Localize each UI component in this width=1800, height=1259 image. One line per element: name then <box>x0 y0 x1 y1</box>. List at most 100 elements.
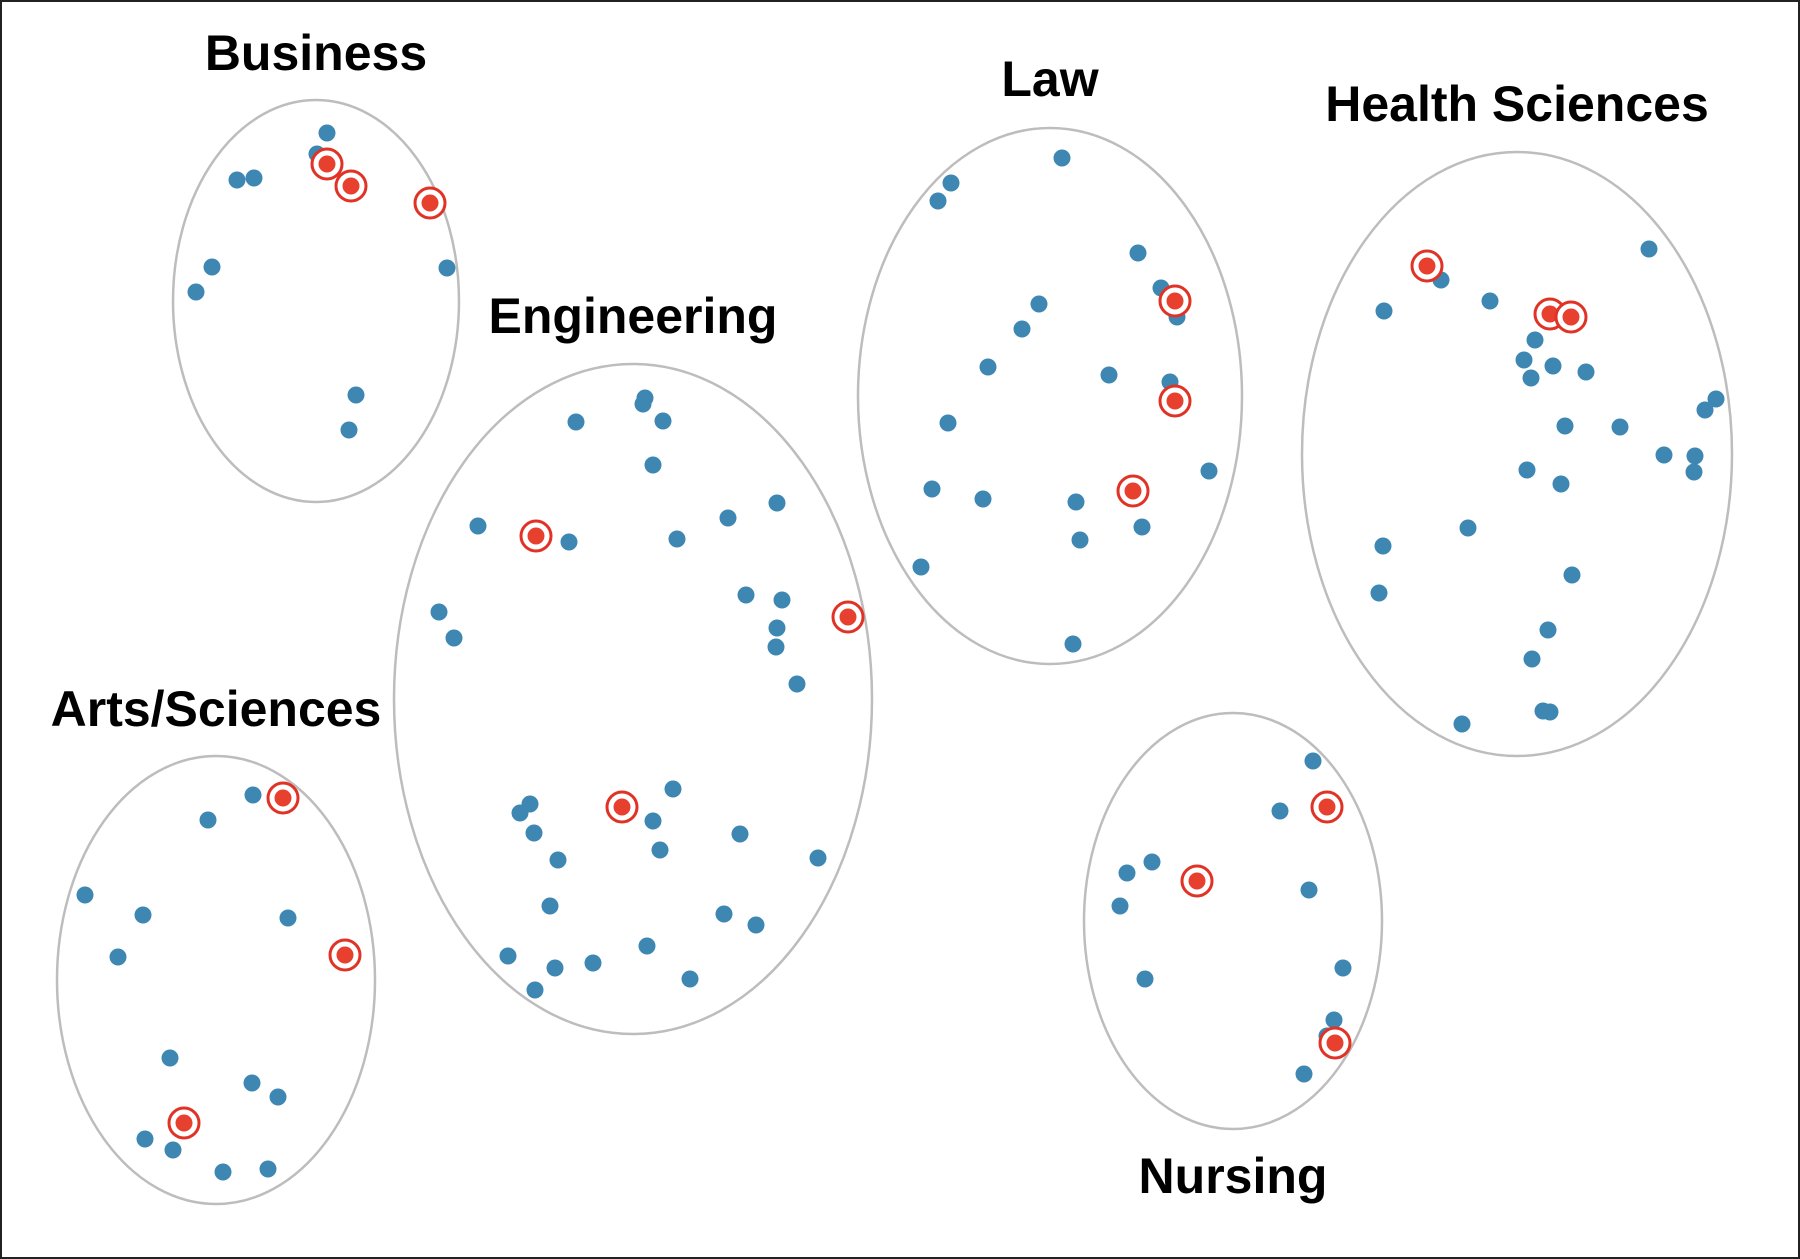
data-point <box>76 886 94 904</box>
data-point <box>719 509 737 527</box>
data-point <box>1200 462 1218 480</box>
data-point <box>164 1141 182 1159</box>
data-point <box>187 283 205 301</box>
data-point <box>644 812 662 830</box>
data-point <box>788 675 806 693</box>
data-point <box>1334 959 1352 977</box>
data-point <box>245 169 263 187</box>
cluster-business-ellipse <box>171 98 461 504</box>
data-point <box>1304 752 1322 770</box>
data-point <box>1375 302 1393 320</box>
data-point <box>1374 537 1392 555</box>
selected-data-point <box>1166 292 1184 310</box>
data-point <box>228 171 246 189</box>
cluster-nursing-label: Nursing <box>1139 1148 1328 1204</box>
data-point <box>526 981 544 999</box>
data-point <box>737 586 755 604</box>
data-point <box>1611 418 1629 436</box>
data-point <box>1577 363 1595 381</box>
data-point <box>1544 357 1562 375</box>
data-point <box>731 825 749 843</box>
data-point <box>644 456 662 474</box>
data-point <box>1030 295 1048 313</box>
cluster-law-ellipse <box>856 126 1244 666</box>
data-point <box>347 386 365 404</box>
selected-data-point <box>1318 798 1336 816</box>
cluster-nursing-points <box>1111 752 1352 1083</box>
data-point <box>809 849 827 867</box>
selected-data-point <box>1326 1034 1344 1052</box>
data-point <box>203 258 221 276</box>
data-point <box>244 786 262 804</box>
data-point <box>541 897 559 915</box>
cluster-engineering-ellipse <box>392 362 874 1036</box>
data-point <box>1707 390 1725 408</box>
data-point <box>1300 881 1318 899</box>
data-point <box>1111 897 1129 915</box>
data-point <box>1053 149 1071 167</box>
data-point <box>1686 447 1704 465</box>
selected-data-point <box>421 194 439 212</box>
data-point <box>1100 366 1118 384</box>
data-point <box>214 1163 232 1181</box>
data-point <box>651 841 669 859</box>
cluster-engineering-label: Engineering <box>489 288 778 344</box>
data-point <box>525 824 543 842</box>
selected-data-point <box>1188 872 1206 890</box>
data-point <box>1067 493 1085 511</box>
selected-data-point <box>1562 308 1580 326</box>
data-point <box>1515 351 1533 369</box>
data-point <box>1143 853 1161 871</box>
selected-data-point <box>1418 257 1436 275</box>
data-point <box>430 603 448 621</box>
cluster-arts-sciences-points <box>76 781 362 1181</box>
data-point <box>1556 417 1574 435</box>
data-point <box>109 948 127 966</box>
selected-data-point <box>175 1114 193 1132</box>
data-point <box>134 906 152 924</box>
selected-data-point <box>274 789 292 807</box>
data-point <box>136 1130 154 1148</box>
data-point <box>1518 461 1536 479</box>
data-point <box>1129 244 1147 262</box>
cluster-health-sciences-points <box>1370 240 1725 733</box>
selected-data-point <box>527 527 545 545</box>
data-point <box>161 1049 179 1067</box>
data-point <box>974 490 992 508</box>
data-point <box>1064 635 1082 653</box>
data-point <box>1655 446 1673 464</box>
cluster-arts-sciences: Arts/Sciences <box>51 681 381 1206</box>
data-point <box>942 174 960 192</box>
selected-data-point <box>1541 305 1559 323</box>
selected-data-point <box>1124 482 1142 500</box>
data-point <box>929 192 947 210</box>
data-point <box>1271 802 1289 820</box>
data-point <box>939 414 957 432</box>
data-point <box>1523 650 1541 668</box>
data-point <box>318 124 336 142</box>
data-point <box>1453 715 1471 733</box>
cluster-engineering-points <box>430 389 865 999</box>
data-point <box>1370 584 1388 602</box>
data-point <box>549 851 567 869</box>
data-point <box>1526 331 1544 349</box>
data-point <box>499 947 517 965</box>
cluster-health-sciences: Health Sciences <box>1300 76 1734 758</box>
data-point <box>681 970 699 988</box>
data-point <box>1133 518 1151 536</box>
data-point <box>638 937 656 955</box>
data-point <box>567 413 585 431</box>
selected-data-point <box>839 608 857 626</box>
data-point <box>923 480 941 498</box>
cluster-law-label: Law <box>1001 51 1098 107</box>
data-point <box>560 533 578 551</box>
data-point <box>243 1074 261 1092</box>
data-point <box>768 494 786 512</box>
data-point <box>1541 703 1559 721</box>
data-point <box>1563 566 1581 584</box>
cluster-business-label: Business <box>205 25 427 81</box>
data-point <box>511 804 529 822</box>
data-point <box>340 421 358 439</box>
data-point <box>668 530 686 548</box>
